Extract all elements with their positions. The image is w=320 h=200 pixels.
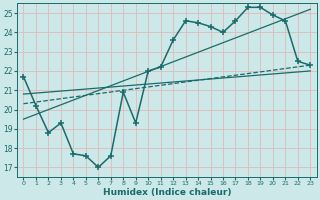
X-axis label: Humidex (Indice chaleur): Humidex (Indice chaleur): [103, 188, 231, 197]
